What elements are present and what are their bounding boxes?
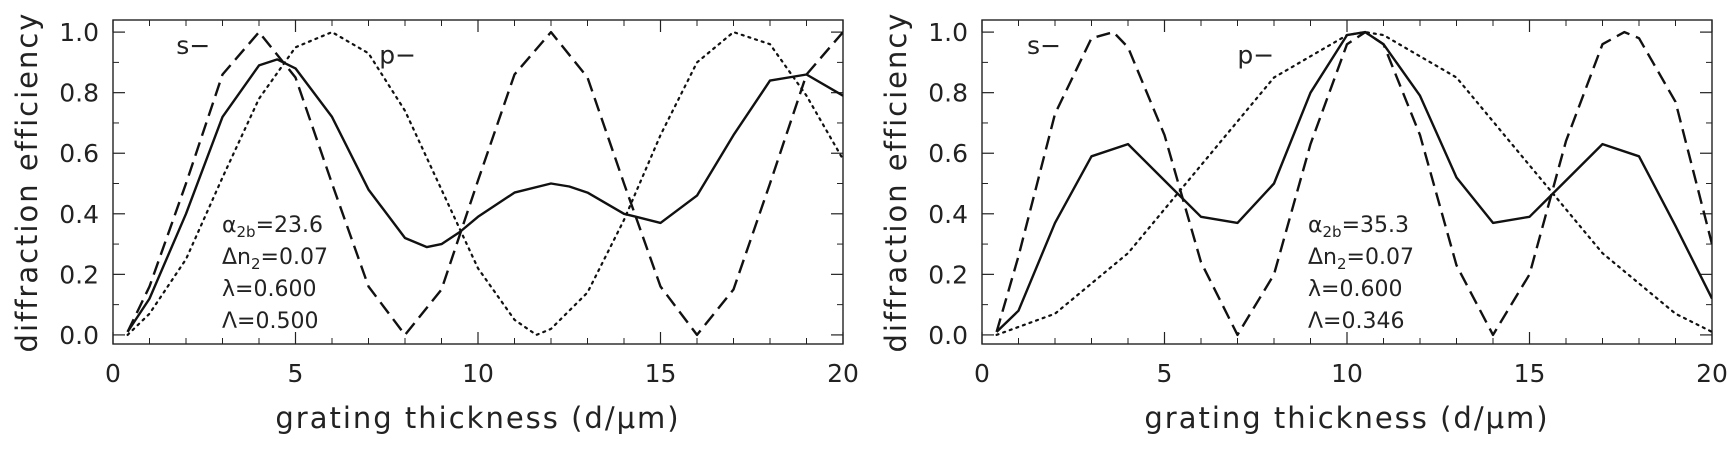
x-axis-label: grating thickness (d/μm) [1144,401,1549,435]
series-line-dashed [995,30,1712,337]
y-tick-label: 0.4 [928,200,968,229]
chart-panel-2: 0 5 10 15 20 0.0 0.2 0.4 0.6 0.8 1.0 grating thickn… [879,12,1728,435]
x-tick-label: 10 [1331,359,1363,388]
curve-label: s− [176,31,210,60]
y-tick-label: 0.6 [59,139,99,168]
y-tick-label: 0.8 [59,79,99,108]
x-tick-label: 0 [974,359,990,388]
annotation-text: α2b=35.3 [1308,213,1409,241]
curve-label: p− [1237,40,1274,69]
series-line-solid [126,58,843,333]
y-tick-label: 0.2 [928,260,968,289]
y-tick-label: 0.2 [59,260,99,289]
series-line-dotted [995,31,1712,336]
annotation-text: λ=0.600 [222,277,316,302]
y-tick-label: 0.0 [59,321,99,350]
y-tick-label: 1.0 [928,18,968,47]
x-tick-label: 15 [1514,359,1546,388]
y-tick-label: 1.0 [59,18,99,47]
annotation-text: Λ=0.500 [222,309,318,334]
series-line-dashed [126,30,843,337]
x-axis-label: grating thickness (d/μm) [275,401,680,435]
y-axis-label: diffraction efficiency [10,12,44,353]
annotation-text: Λ=0.346 [1308,309,1404,334]
x-tick-label: 5 [1157,359,1173,388]
chart-panel-1: 0 5 10 15 20 0.0 0.2 0.4 0.6 0.8 1.0 grating thickn… [10,12,859,435]
curve-label: s− [1027,31,1061,60]
series-line-dotted [126,31,843,336]
y-tick-label: 0.6 [928,139,968,168]
annotation-text: α2b=23.6 [222,213,323,241]
x-tick-label: 15 [645,359,677,388]
annotation-text: Δn2=0.07 [222,245,328,273]
x-tick-label: 0 [105,359,121,388]
y-axis-label: diffraction efficiency [879,12,913,353]
x-tick-label: 10 [462,359,494,388]
x-tick-label: 20 [1696,359,1728,388]
annotation-text: Δn2=0.07 [1308,245,1414,273]
x-tick-label: 5 [288,359,304,388]
x-tick-label: 20 [827,359,859,388]
y-tick-label: 0.4 [59,200,99,229]
curve-label: p− [379,40,416,69]
annotation-text: λ=0.600 [1308,277,1402,302]
y-tick-label: 0.8 [928,79,968,108]
series-line-solid [995,30,1712,333]
y-tick-label: 0.0 [928,321,968,350]
